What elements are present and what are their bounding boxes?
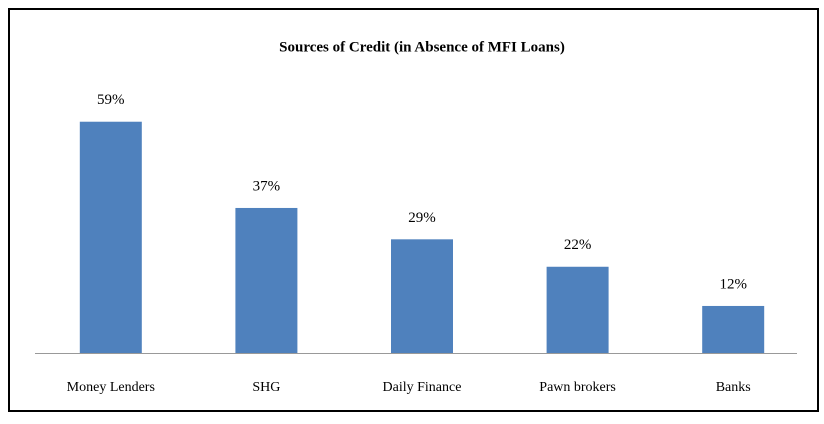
bar [546,266,609,353]
bar [235,207,298,353]
data-label: 59% [97,92,125,108]
x-tick-label: Banks [716,380,751,395]
data-label: 22% [564,237,592,253]
x-tick-label: Pawn brokers [539,380,616,395]
x-tick-label: Money Lenders [67,380,155,395]
chart-title: Sources of Credit (in Absence of MFI Loa… [279,39,565,55]
data-label: 37% [253,178,281,194]
bar [79,121,142,353]
data-label: 29% [408,210,436,226]
data-label: 12% [719,276,747,292]
x-tick-label: Daily Finance [383,380,462,395]
bar [391,239,453,353]
x-tick-label: SHG [252,380,280,395]
bar [702,305,765,353]
